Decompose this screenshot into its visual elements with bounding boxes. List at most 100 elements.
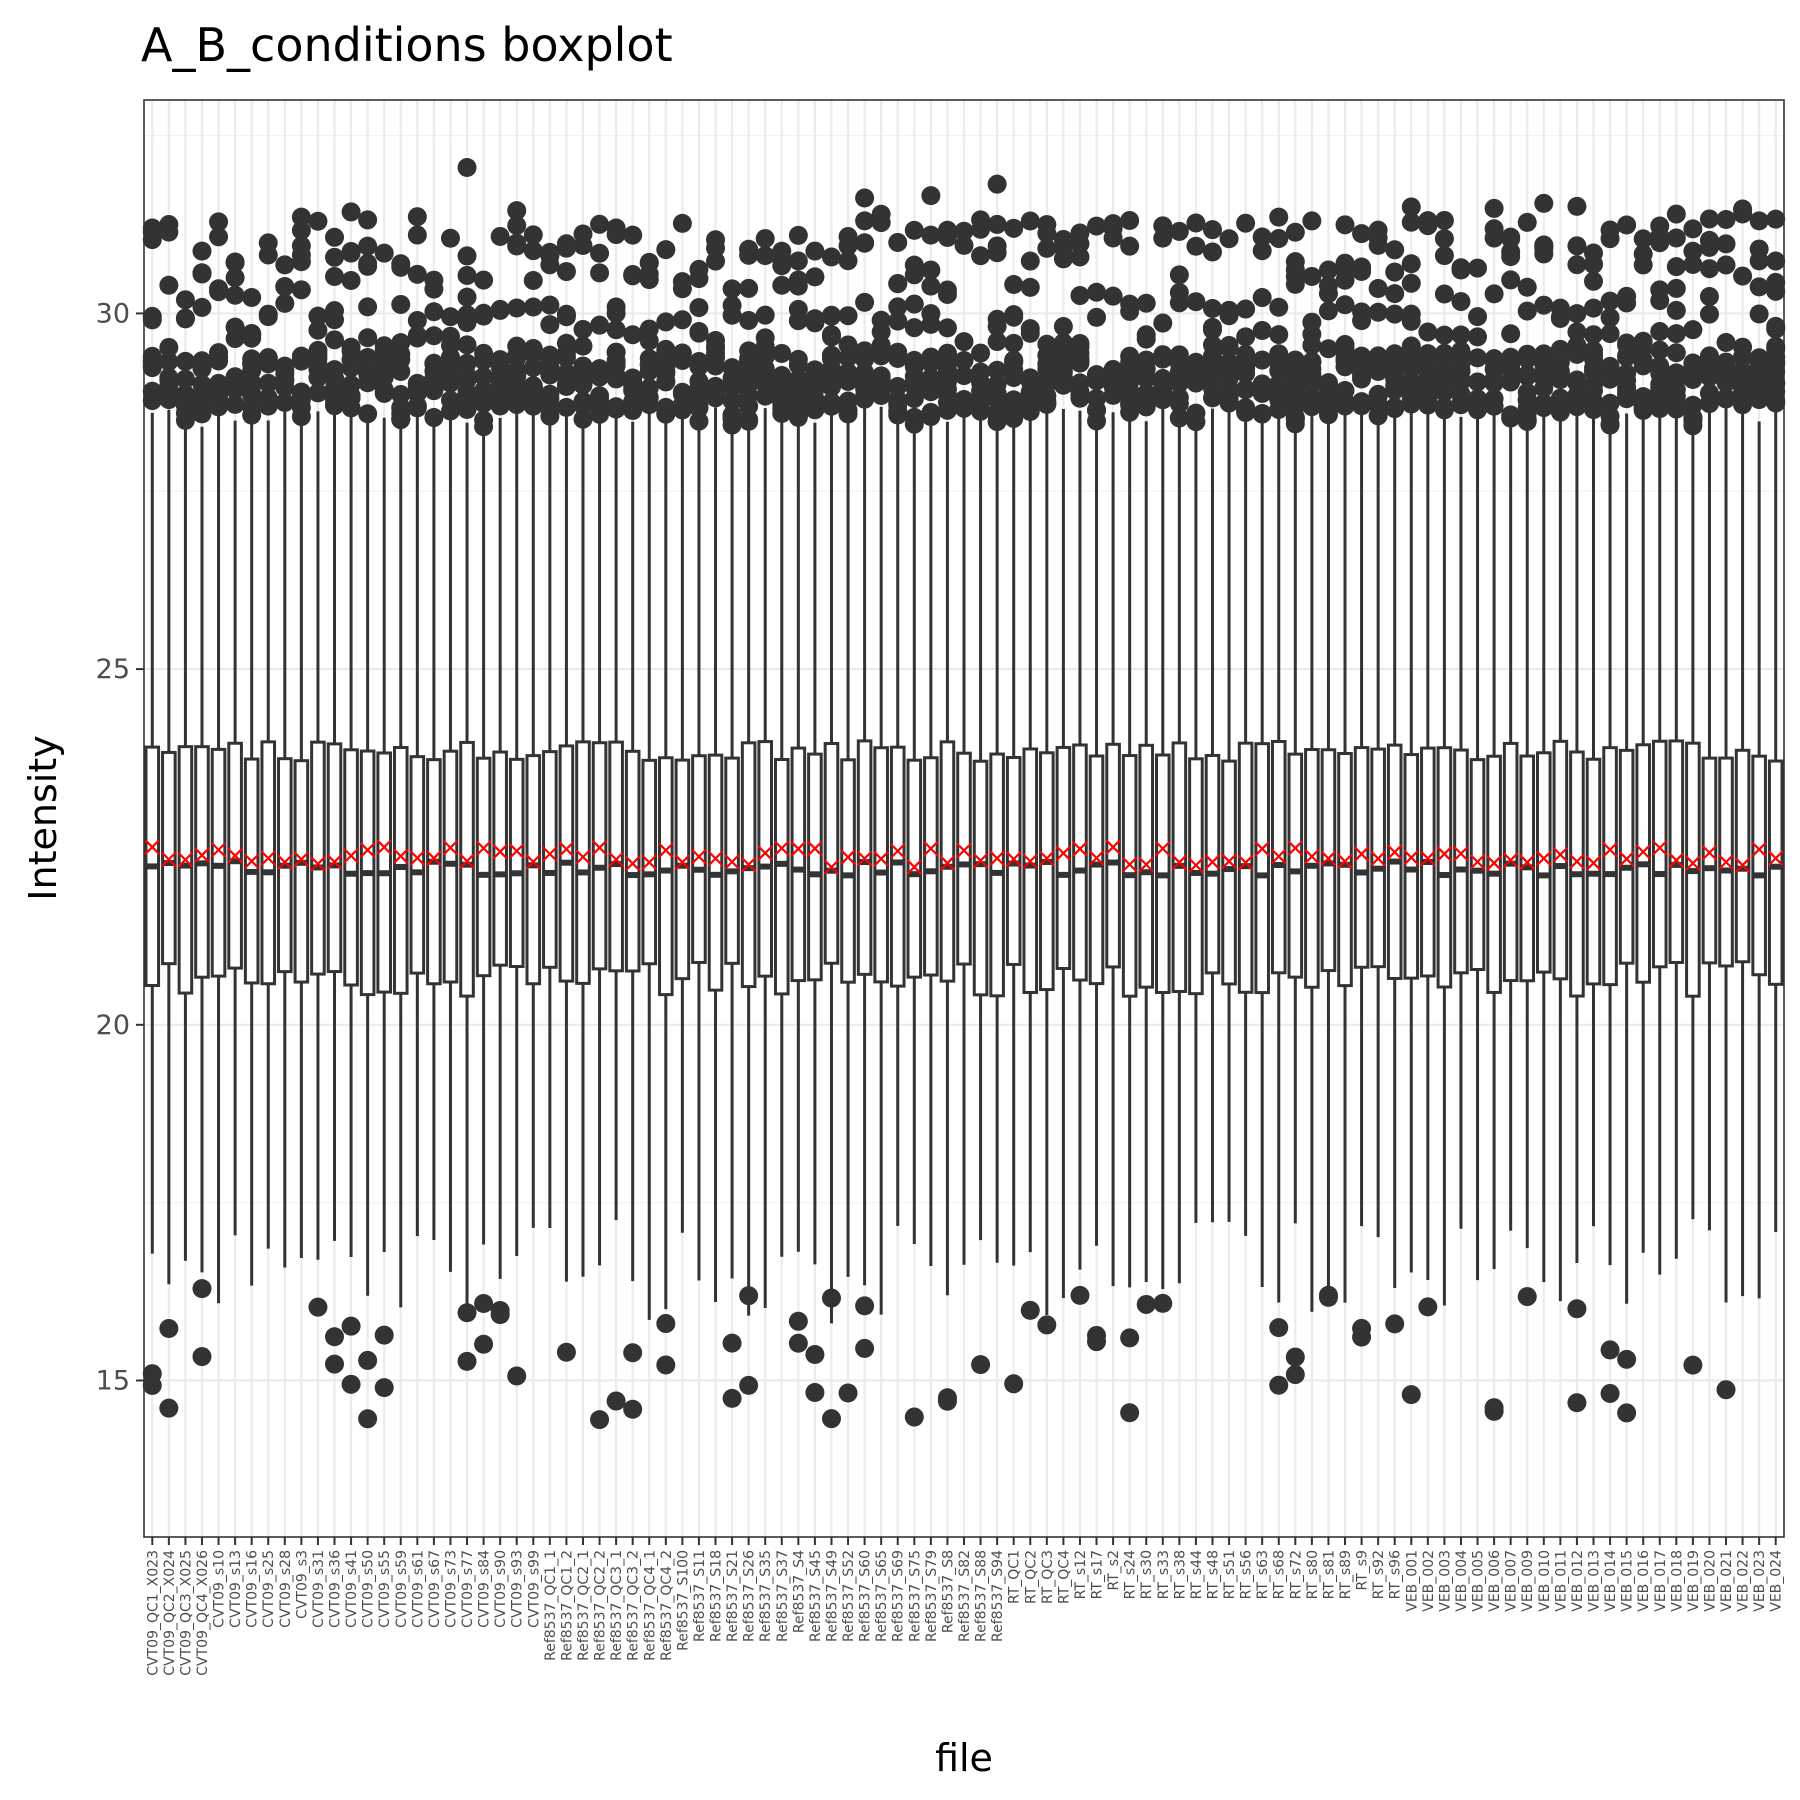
outlier-point xyxy=(1252,320,1272,340)
outlier-point xyxy=(258,233,278,253)
outlier-point xyxy=(1617,215,1637,235)
x-tick-label: Ref8537_S94 xyxy=(990,1550,1006,1642)
outlier-point xyxy=(1683,219,1703,239)
x-tick-label: CVT09_s36 xyxy=(328,1550,344,1628)
outlier-point xyxy=(1567,196,1587,216)
outlier-point xyxy=(291,236,311,256)
outlier-point xyxy=(590,367,610,387)
outlier-point xyxy=(987,309,1007,329)
outlier-point xyxy=(209,347,229,367)
outlier-point xyxy=(192,404,212,424)
outlier-point xyxy=(1633,229,1653,249)
box-VEB_021 xyxy=(1716,209,1736,1400)
outlier-point xyxy=(457,1351,477,1371)
outlier-point xyxy=(1683,1355,1703,1375)
x-tick-label: RT_QC1 xyxy=(1007,1550,1023,1604)
outlier-point xyxy=(159,1319,179,1339)
outlier-point xyxy=(855,211,875,231)
outlier-point xyxy=(971,392,991,412)
box-CVT09_s31 xyxy=(308,211,328,1317)
outlier-point xyxy=(1037,386,1057,406)
outlier-point xyxy=(1252,227,1272,247)
outlier-point xyxy=(1666,397,1686,417)
outlier-point xyxy=(904,294,924,314)
x-tick-label: Ref8537_QC2_1 xyxy=(576,1550,592,1661)
outlier-point xyxy=(1567,255,1587,275)
mean-marker xyxy=(1685,855,1701,871)
outlier-point xyxy=(1087,400,1107,420)
outlier-point xyxy=(1335,342,1355,362)
outlier-point xyxy=(590,315,610,335)
outlier-point xyxy=(656,398,676,418)
outlier-point xyxy=(838,251,858,271)
outlier-point xyxy=(1567,1393,1587,1413)
box-iqr xyxy=(459,740,475,998)
x-tick-label: Ref8537_S26 xyxy=(742,1550,758,1642)
outlier-point xyxy=(921,225,941,245)
box-CVT09_s59 xyxy=(391,254,411,1308)
outlier-point xyxy=(921,407,941,427)
outlier-point xyxy=(1766,374,1786,394)
outlier-point xyxy=(1484,284,1504,304)
x-tick-label: RT_s51 xyxy=(1222,1550,1238,1599)
outlier-point xyxy=(888,311,908,331)
outlier-point xyxy=(1385,284,1405,304)
outlier-point xyxy=(954,221,974,241)
mean-marker xyxy=(1618,851,1635,867)
box-iqr xyxy=(1353,746,1370,969)
outlier-point xyxy=(1103,214,1123,234)
outlier-point xyxy=(1567,344,1587,364)
box-iqr xyxy=(426,758,442,986)
outlier-point xyxy=(490,226,510,246)
mean-marker xyxy=(906,859,923,875)
outlier-point xyxy=(788,251,808,271)
mean-marker xyxy=(1602,841,1618,858)
box-VEB_019 xyxy=(1683,219,1703,1375)
outlier-point xyxy=(358,328,378,348)
outlier-point xyxy=(1484,373,1504,393)
outlier-point xyxy=(954,351,974,371)
mean-marker xyxy=(1237,854,1254,871)
outlier-point xyxy=(1020,277,1040,297)
box-CVT09_QC1_X023 xyxy=(142,218,162,1395)
box-iqr xyxy=(1320,748,1337,973)
x-tick-label: Ref8537_QC3_2 xyxy=(626,1550,642,1661)
mean-marker xyxy=(1370,850,1386,867)
mean-marker xyxy=(144,839,161,855)
box-Ref8537_QC1_2 xyxy=(556,234,576,1362)
outlier-point xyxy=(407,264,427,284)
box-iqr xyxy=(1138,743,1155,989)
outlier-point xyxy=(325,330,345,350)
outlier-point xyxy=(490,396,510,416)
outlier-point xyxy=(1733,266,1753,286)
outlier-point xyxy=(1120,346,1140,366)
outlier-point xyxy=(1583,346,1603,366)
mean-marker xyxy=(823,859,840,875)
outlier-point xyxy=(1136,359,1156,379)
box-RT_s9 xyxy=(1352,224,1372,1347)
outlier-point xyxy=(739,410,759,430)
outlier-point xyxy=(1103,228,1123,248)
box-iqr xyxy=(1204,753,1221,975)
outlier-point xyxy=(275,293,295,313)
outlier-point xyxy=(904,318,924,338)
outlier-point xyxy=(1567,393,1587,413)
outlier-point xyxy=(1004,218,1024,238)
x-tick-label: RT_QC4 xyxy=(1056,1550,1072,1604)
outlier-point xyxy=(689,411,709,431)
outlier-point xyxy=(921,370,941,390)
box-Ref8537_S65 xyxy=(871,204,891,1315)
x-tick-label: RT_s33 xyxy=(1156,1550,1172,1599)
outlier-point xyxy=(921,276,941,296)
outlier-point xyxy=(1302,211,1322,231)
box-VEB_017 xyxy=(1650,216,1670,1275)
x-tick-label: RT_QC3 xyxy=(1040,1550,1056,1604)
x-tick-label: VEB_010 xyxy=(1537,1550,1553,1612)
outlier-point xyxy=(358,236,378,256)
outlier-point xyxy=(1087,307,1107,327)
outlier-point xyxy=(325,227,345,247)
outlier-point xyxy=(1434,362,1454,382)
outlier-point xyxy=(440,335,460,355)
mean-marker xyxy=(1519,854,1536,871)
outlier-point xyxy=(1600,220,1620,240)
